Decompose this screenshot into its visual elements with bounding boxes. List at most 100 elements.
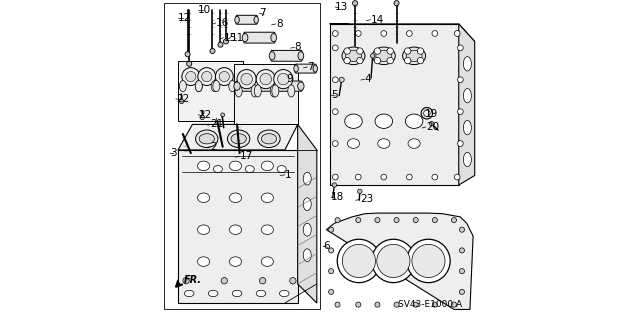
Circle shape	[241, 73, 252, 85]
Circle shape	[374, 57, 381, 64]
Circle shape	[356, 57, 363, 64]
Circle shape	[256, 70, 275, 89]
Ellipse shape	[269, 52, 275, 60]
Ellipse shape	[303, 198, 311, 211]
Ellipse shape	[228, 80, 236, 92]
Circle shape	[394, 1, 399, 6]
Circle shape	[417, 48, 424, 54]
Circle shape	[451, 218, 456, 223]
Circle shape	[387, 57, 394, 64]
Circle shape	[413, 218, 419, 223]
Circle shape	[412, 244, 445, 278]
Circle shape	[407, 239, 450, 283]
Ellipse shape	[270, 85, 277, 97]
Circle shape	[186, 71, 196, 82]
Ellipse shape	[408, 139, 420, 148]
Circle shape	[332, 141, 338, 146]
Circle shape	[460, 227, 465, 232]
Text: 4: 4	[365, 74, 371, 84]
Circle shape	[432, 218, 437, 223]
Text: 22: 22	[198, 110, 211, 120]
Ellipse shape	[195, 80, 202, 92]
Polygon shape	[298, 124, 317, 303]
Circle shape	[328, 227, 333, 232]
Circle shape	[328, 269, 333, 274]
Circle shape	[356, 302, 361, 307]
Ellipse shape	[378, 139, 390, 148]
Circle shape	[328, 289, 333, 294]
Text: 9: 9	[287, 74, 293, 84]
Polygon shape	[326, 213, 473, 309]
Text: 12: 12	[178, 12, 191, 23]
Ellipse shape	[303, 223, 311, 236]
Circle shape	[358, 189, 362, 194]
Ellipse shape	[271, 33, 276, 42]
Polygon shape	[234, 64, 298, 124]
Ellipse shape	[229, 225, 241, 234]
Text: 17: 17	[239, 151, 253, 161]
Ellipse shape	[261, 193, 273, 203]
Circle shape	[332, 45, 338, 51]
Circle shape	[377, 244, 410, 278]
Ellipse shape	[254, 16, 259, 23]
Polygon shape	[330, 24, 475, 41]
Circle shape	[218, 42, 223, 47]
Text: 21: 21	[210, 119, 223, 130]
Circle shape	[200, 115, 205, 120]
Circle shape	[339, 77, 344, 82]
Ellipse shape	[229, 193, 241, 203]
Circle shape	[406, 174, 412, 180]
Ellipse shape	[272, 85, 279, 97]
Circle shape	[328, 248, 333, 253]
Circle shape	[454, 31, 460, 36]
Circle shape	[421, 108, 433, 119]
Circle shape	[260, 73, 271, 85]
FancyBboxPatch shape	[295, 64, 316, 73]
Ellipse shape	[198, 257, 210, 266]
Circle shape	[237, 70, 256, 89]
Circle shape	[259, 278, 266, 284]
Circle shape	[356, 218, 361, 223]
Circle shape	[451, 302, 456, 307]
Ellipse shape	[288, 85, 295, 97]
Circle shape	[216, 68, 233, 85]
Ellipse shape	[234, 82, 240, 90]
Ellipse shape	[277, 166, 286, 173]
Text: 14: 14	[371, 15, 383, 25]
Ellipse shape	[298, 52, 304, 60]
Ellipse shape	[261, 134, 276, 144]
Polygon shape	[178, 61, 243, 121]
Circle shape	[332, 77, 338, 83]
Ellipse shape	[211, 80, 218, 92]
Ellipse shape	[184, 290, 194, 297]
Circle shape	[458, 77, 463, 83]
Ellipse shape	[463, 120, 472, 135]
Ellipse shape	[198, 225, 210, 234]
Bar	[164, 3, 320, 309]
Ellipse shape	[303, 172, 311, 185]
Circle shape	[198, 68, 216, 85]
Ellipse shape	[254, 85, 261, 97]
Ellipse shape	[256, 290, 266, 297]
Ellipse shape	[261, 225, 273, 234]
Circle shape	[372, 239, 415, 283]
Ellipse shape	[198, 193, 210, 203]
Ellipse shape	[261, 257, 273, 266]
Ellipse shape	[198, 161, 210, 171]
Text: 22: 22	[176, 94, 189, 104]
Circle shape	[332, 174, 338, 180]
Ellipse shape	[280, 290, 289, 297]
FancyBboxPatch shape	[271, 50, 302, 61]
Ellipse shape	[463, 152, 472, 167]
Ellipse shape	[195, 80, 202, 92]
Text: 19: 19	[424, 109, 438, 119]
Text: 11: 11	[230, 33, 244, 43]
Circle shape	[342, 244, 376, 278]
Circle shape	[460, 248, 465, 253]
Circle shape	[182, 68, 200, 85]
Ellipse shape	[348, 139, 360, 148]
Circle shape	[454, 174, 460, 180]
Ellipse shape	[376, 50, 392, 61]
Circle shape	[221, 113, 225, 117]
Circle shape	[394, 302, 399, 307]
